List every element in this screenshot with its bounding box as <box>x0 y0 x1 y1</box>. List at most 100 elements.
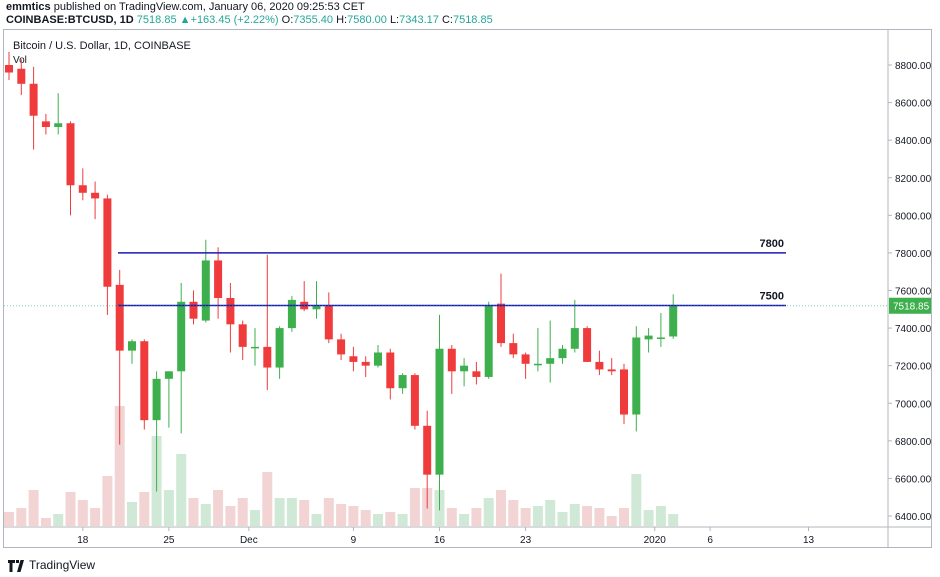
x-tick-label: 25 <box>163 535 175 546</box>
volume-bar <box>619 508 629 526</box>
volume-bar <box>53 514 64 526</box>
volume-bar <box>250 510 260 526</box>
candle-body <box>91 192 100 199</box>
volume-bar <box>409 488 420 526</box>
volume-bar <box>508 500 519 526</box>
y-tick-label: 8200.00 <box>895 174 932 185</box>
y-tick-label: 7800.00 <box>895 249 932 260</box>
candle-body <box>140 341 149 421</box>
candle-body <box>29 83 38 116</box>
candle-body <box>447 348 456 372</box>
volume-bar <box>582 506 593 526</box>
volume-bar <box>262 472 273 526</box>
y-tick-label: 8400.00 <box>895 136 932 147</box>
candle-body <box>374 352 382 366</box>
volume-bar <box>286 498 297 526</box>
volume-bar <box>557 512 568 526</box>
volume-bar <box>139 492 150 526</box>
low-value: 7343.17 <box>399 14 439 26</box>
candle-body <box>41 121 50 128</box>
volume-bar <box>225 506 236 526</box>
candle-body <box>115 284 124 351</box>
candle-body <box>226 298 235 325</box>
x-tick-label: 18 <box>77 535 89 546</box>
volume-bar <box>40 518 51 526</box>
volume-bar <box>631 474 642 526</box>
volume-bar <box>545 500 556 526</box>
y-tick-label: 8800.00 <box>895 61 932 72</box>
volume-bar <box>496 490 506 526</box>
candle-body <box>5 65 13 73</box>
last-price-badge-label: 7518.85 <box>893 302 930 313</box>
x-tick-label: 23 <box>520 535 532 546</box>
candle-body <box>558 348 567 359</box>
symbol-label: COINBASE:BTCUSD, 1D <box>6 14 134 26</box>
candle-body <box>460 365 469 372</box>
candle-body <box>238 324 247 347</box>
publish-line: emmtics published on TradingView.com, Ja… <box>6 1 365 13</box>
y-tick-label: 8600.00 <box>895 99 932 110</box>
volume-bar <box>532 506 543 526</box>
chart-title: Bitcoin / U.S. Dollar, 1D, COINBASE <box>13 40 191 52</box>
volume-bar <box>274 498 285 526</box>
candle-body <box>620 369 628 415</box>
volume-bar <box>237 498 248 526</box>
volume-bar <box>655 506 666 526</box>
candle-body <box>570 328 579 349</box>
x-tick-label: 9 <box>351 535 357 546</box>
candle-body <box>66 123 75 186</box>
candle-body <box>497 303 505 344</box>
volume-bar <box>65 492 76 526</box>
last-price: 7518.85 <box>136 14 177 26</box>
candle-body <box>103 198 112 287</box>
volume-bar <box>311 514 322 526</box>
candle-body <box>312 305 321 310</box>
volume-bar <box>385 512 396 526</box>
candle-body <box>78 185 87 193</box>
publish-info: published on TradingView.com, January 06… <box>53 1 365 13</box>
volume-bar <box>176 454 187 526</box>
volume-bar <box>336 504 347 526</box>
candle-body <box>546 358 555 364</box>
candle-body <box>251 346 259 349</box>
candle-body <box>177 301 186 372</box>
y-tick-label: 7200.00 <box>895 362 932 373</box>
tradingview-brand[interactable]: TradingView <box>29 558 96 572</box>
candle-body <box>423 425 432 475</box>
volume-bar <box>77 500 88 526</box>
x-tick-label: 6 <box>707 535 713 546</box>
candle-body <box>644 335 653 340</box>
footer: TradingView <box>8 556 95 574</box>
x-tick-label: 2020 <box>644 535 667 546</box>
candle-body <box>533 363 542 366</box>
level-label-7500: 7500 <box>760 291 784 303</box>
volume-label: Vol <box>13 55 27 66</box>
candle-body <box>324 305 333 340</box>
volume-bar <box>200 504 211 526</box>
volume-bar <box>594 508 605 526</box>
candle-body <box>509 343 518 355</box>
volume-bar <box>114 406 125 526</box>
volume-bar <box>28 490 39 526</box>
close-label: C: <box>441 14 453 26</box>
candle-body <box>263 346 272 368</box>
candle-body <box>214 260 223 299</box>
candle-body <box>386 352 395 389</box>
y-tick-label: 6800.00 <box>895 437 932 448</box>
candle-body <box>435 348 444 475</box>
volume-bar <box>213 490 224 526</box>
candle-body <box>275 328 284 368</box>
chart-frame <box>3 29 932 548</box>
open-value: 7355.40 <box>293 14 334 26</box>
author-name[interactable]: emmtics <box>6 1 51 13</box>
x-tick-label: 13 <box>803 535 815 546</box>
volume-bar <box>4 512 14 526</box>
candle-body <box>189 301 198 319</box>
candle-body <box>17 68 26 84</box>
candle-body <box>595 361 604 370</box>
tradingview-logo-icon[interactable] <box>8 559 24 572</box>
candle-body <box>201 260 210 321</box>
candle-body <box>607 369 616 372</box>
volume-bar <box>188 498 199 526</box>
